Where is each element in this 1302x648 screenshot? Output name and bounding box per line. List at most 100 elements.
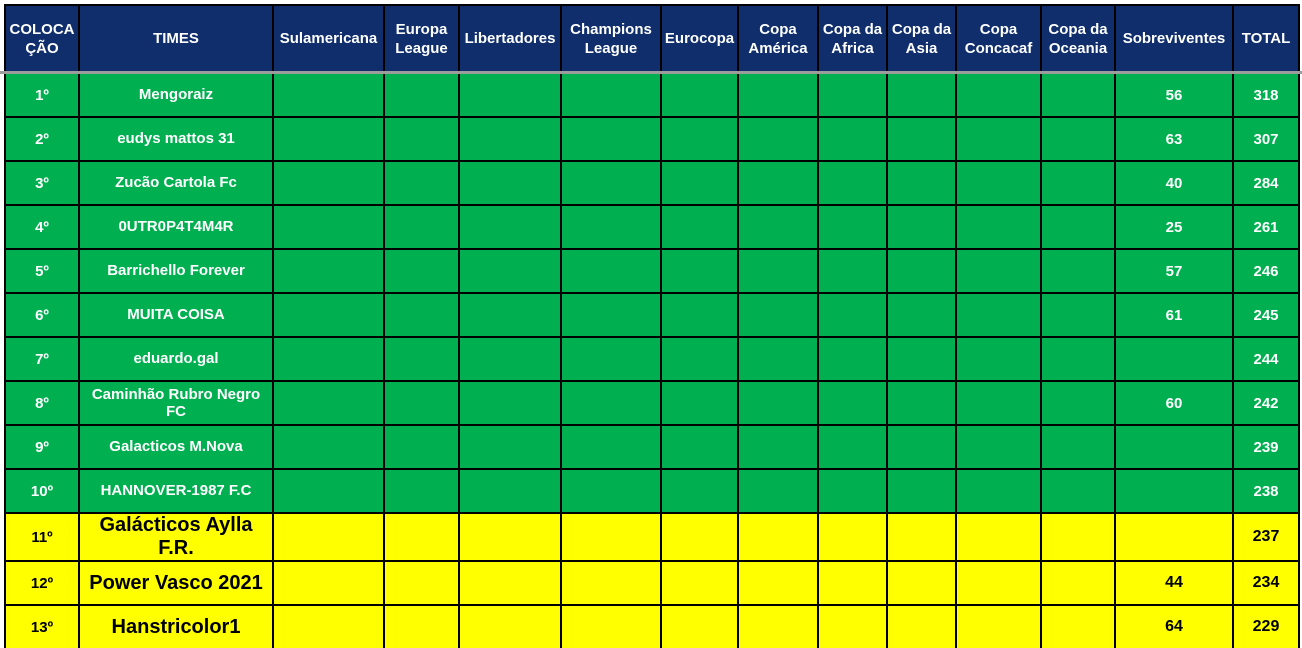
rank-cell[interactable]: 10º	[4, 468, 80, 514]
competition-cell-eurocopa[interactable]	[660, 336, 739, 382]
competition-cell-sulamericana[interactable]	[272, 560, 385, 606]
competition-cell-eurocopa[interactable]	[660, 292, 739, 338]
competition-cell-eurocopa[interactable]	[660, 116, 739, 162]
competition-cell-sulamericana[interactable]	[272, 204, 385, 250]
column-header-sulamericana[interactable]: Sulamericana	[272, 4, 385, 74]
rank-cell[interactable]: 7º	[4, 336, 80, 382]
competition-cell-copa-da-oceania[interactable]	[1040, 604, 1116, 648]
competition-cell-copa-da-asia[interactable]	[886, 468, 957, 514]
competition-cell-copa-da-asia[interactable]	[886, 380, 957, 426]
competition-cell-copa-da-asia[interactable]	[886, 424, 957, 470]
team-cell[interactable]: Galácticos Aylla F.R.	[78, 512, 274, 562]
competition-cell-copa-america[interactable]	[737, 292, 819, 338]
competition-cell-libertadores[interactable]	[458, 72, 562, 118]
competition-cell-copa-america[interactable]	[737, 248, 819, 294]
competition-cell-copa-da-oceania[interactable]	[1040, 160, 1116, 206]
column-header-europa-league[interactable]: Europa League	[383, 4, 460, 74]
competition-cell-libertadores[interactable]	[458, 204, 562, 250]
competition-cell-europa-league[interactable]	[383, 512, 460, 562]
competition-cell-champions-league[interactable]	[560, 380, 662, 426]
competition-cell-copa-da-africa[interactable]	[817, 336, 888, 382]
total-cell[interactable]: 246	[1232, 248, 1300, 294]
sobreviventes-cell[interactable]: 44	[1114, 560, 1234, 606]
competition-cell-copa-concacaf[interactable]	[955, 116, 1042, 162]
total-cell[interactable]: 239	[1232, 424, 1300, 470]
rank-cell[interactable]: 8º	[4, 380, 80, 426]
competition-cell-sulamericana[interactable]	[272, 512, 385, 562]
team-cell[interactable]: Hanstricolor1	[78, 604, 274, 648]
competition-cell-copa-da-asia[interactable]	[886, 160, 957, 206]
competition-cell-libertadores[interactable]	[458, 512, 562, 562]
competition-cell-copa-da-africa[interactable]	[817, 204, 888, 250]
rank-cell[interactable]: 9º	[4, 424, 80, 470]
competition-cell-copa-concacaf[interactable]	[955, 380, 1042, 426]
rank-cell[interactable]: 12º	[4, 560, 80, 606]
competition-cell-libertadores[interactable]	[458, 336, 562, 382]
team-cell[interactable]: Barrichello Forever	[78, 248, 274, 294]
competition-cell-copa-da-oceania[interactable]	[1040, 468, 1116, 514]
competition-cell-europa-league[interactable]	[383, 72, 460, 118]
rank-cell[interactable]: 6º	[4, 292, 80, 338]
competition-cell-copa-concacaf[interactable]	[955, 72, 1042, 118]
competition-cell-sulamericana[interactable]	[272, 248, 385, 294]
competition-cell-libertadores[interactable]	[458, 248, 562, 294]
total-cell[interactable]: 284	[1232, 160, 1300, 206]
competition-cell-sulamericana[interactable]	[272, 380, 385, 426]
competition-cell-libertadores[interactable]	[458, 380, 562, 426]
competition-cell-copa-da-asia[interactable]	[886, 604, 957, 648]
competition-cell-sulamericana[interactable]	[272, 604, 385, 648]
total-cell[interactable]: 244	[1232, 336, 1300, 382]
sobreviventes-cell[interactable]	[1114, 512, 1234, 562]
competition-cell-copa-da-asia[interactable]	[886, 292, 957, 338]
competition-cell-europa-league[interactable]	[383, 116, 460, 162]
competition-cell-copa-da-africa[interactable]	[817, 604, 888, 648]
rank-cell[interactable]: 2º	[4, 116, 80, 162]
competition-cell-champions-league[interactable]	[560, 72, 662, 118]
competition-cell-copa-da-oceania[interactable]	[1040, 336, 1116, 382]
competition-cell-copa-america[interactable]	[737, 604, 819, 648]
sobreviventes-cell[interactable]: 57	[1114, 248, 1234, 294]
total-cell[interactable]: 245	[1232, 292, 1300, 338]
team-cell[interactable]: 0UTR0P4T4M4R	[78, 204, 274, 250]
competition-cell-champions-league[interactable]	[560, 248, 662, 294]
competition-cell-copa-america[interactable]	[737, 380, 819, 426]
competition-cell-copa-da-asia[interactable]	[886, 204, 957, 250]
competition-cell-copa-da-asia[interactable]	[886, 336, 957, 382]
sobreviventes-cell[interactable]: 40	[1114, 160, 1234, 206]
competition-cell-europa-league[interactable]	[383, 204, 460, 250]
competition-cell-eurocopa[interactable]	[660, 380, 739, 426]
competition-cell-copa-da-oceania[interactable]	[1040, 248, 1116, 294]
column-header-copa-da-asia[interactable]: Copa da Asia	[886, 4, 957, 74]
competition-cell-copa-concacaf[interactable]	[955, 468, 1042, 514]
competition-cell-sulamericana[interactable]	[272, 468, 385, 514]
competition-cell-copa-concacaf[interactable]	[955, 248, 1042, 294]
competition-cell-eurocopa[interactable]	[660, 604, 739, 648]
competition-cell-copa-da-africa[interactable]	[817, 248, 888, 294]
competition-cell-sulamericana[interactable]	[272, 292, 385, 338]
competition-cell-copa-concacaf[interactable]	[955, 292, 1042, 338]
total-cell[interactable]: 237	[1232, 512, 1300, 562]
competition-cell-copa-da-africa[interactable]	[817, 560, 888, 606]
competition-cell-europa-league[interactable]	[383, 380, 460, 426]
competition-cell-copa-da-oceania[interactable]	[1040, 424, 1116, 470]
competition-cell-europa-league[interactable]	[383, 424, 460, 470]
team-cell[interactable]: Zucão Cartola Fc	[78, 160, 274, 206]
team-cell[interactable]: Galacticos M.Nova	[78, 424, 274, 470]
team-cell[interactable]: Caminhão Rubro Negro FC	[78, 380, 274, 426]
competition-cell-copa-da-oceania[interactable]	[1040, 72, 1116, 118]
competition-cell-champions-league[interactable]	[560, 512, 662, 562]
competition-cell-libertadores[interactable]	[458, 468, 562, 514]
competition-cell-champions-league[interactable]	[560, 292, 662, 338]
competition-cell-copa-da-asia[interactable]	[886, 248, 957, 294]
competition-cell-copa-concacaf[interactable]	[955, 204, 1042, 250]
competition-cell-eurocopa[interactable]	[660, 248, 739, 294]
competition-cell-eurocopa[interactable]	[660, 424, 739, 470]
sobreviventes-cell[interactable]: 64	[1114, 604, 1234, 648]
competition-cell-europa-league[interactable]	[383, 604, 460, 648]
competition-cell-copa-da-asia[interactable]	[886, 72, 957, 118]
total-cell[interactable]: 234	[1232, 560, 1300, 606]
competition-cell-europa-league[interactable]	[383, 336, 460, 382]
competition-cell-copa-da-oceania[interactable]	[1040, 116, 1116, 162]
total-cell[interactable]: 318	[1232, 72, 1300, 118]
competition-cell-copa-america[interactable]	[737, 560, 819, 606]
